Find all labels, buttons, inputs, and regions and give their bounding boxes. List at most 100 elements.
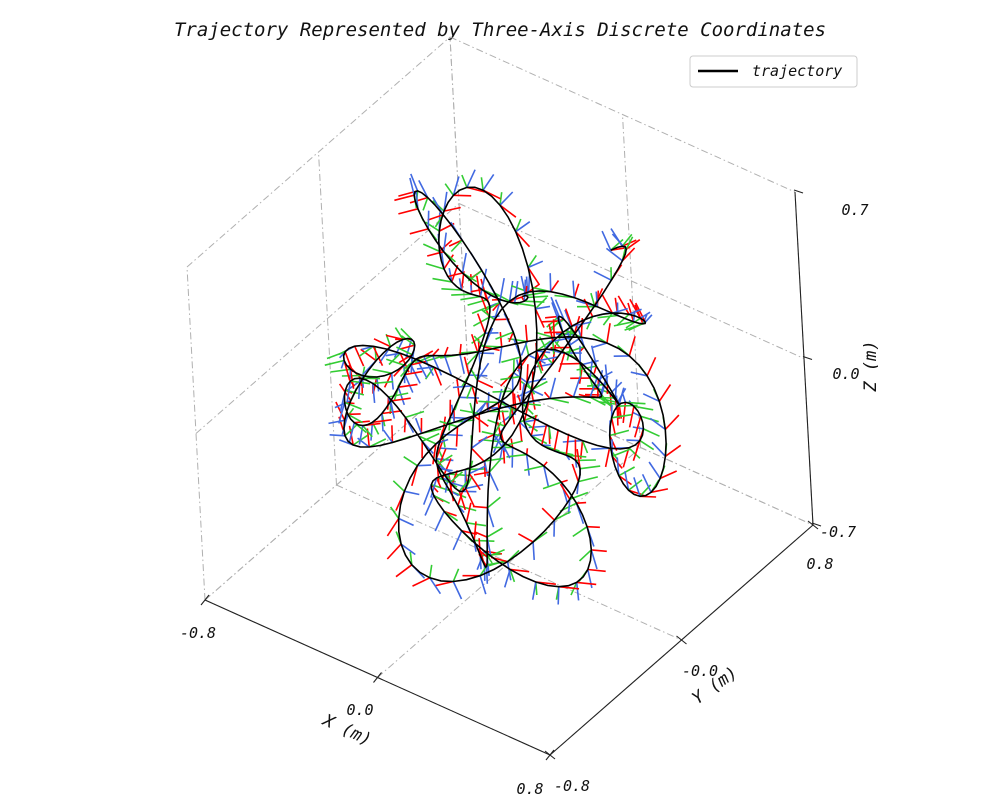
frame-y-axis xyxy=(488,459,501,473)
frame-y-axis xyxy=(589,396,606,406)
frame-z-axis xyxy=(410,173,419,192)
frame-x-axis xyxy=(564,308,573,327)
frame-y-axis xyxy=(422,197,429,211)
frame-z-axis xyxy=(422,484,433,505)
frame-z-axis xyxy=(641,473,652,493)
frame-y-axis xyxy=(459,409,480,415)
z-axis-line xyxy=(794,191,814,526)
trajectory-line xyxy=(342,186,667,588)
z-tick-mark xyxy=(793,189,804,194)
frame-z-axis xyxy=(422,355,435,376)
frame-z-axis xyxy=(468,465,487,475)
frame-y-axis xyxy=(628,479,643,491)
frame-x-axis xyxy=(515,231,531,248)
frame-y-axis xyxy=(527,254,537,268)
z-tick-mark xyxy=(811,522,822,527)
frame-z-axis xyxy=(372,383,376,403)
frame-z-axis xyxy=(349,369,352,380)
frame-x-axis xyxy=(593,365,598,374)
frame-x-axis xyxy=(601,294,614,314)
grid-line xyxy=(195,203,460,434)
frame-z-axis xyxy=(458,278,463,291)
frame-y-axis xyxy=(450,239,463,253)
frame-z-axis xyxy=(616,457,620,476)
frame-z-axis xyxy=(642,393,660,403)
y-tick-mark xyxy=(676,635,687,645)
frame-z-axis xyxy=(434,511,445,532)
frame-x-axis xyxy=(543,391,551,400)
frame-y-axis xyxy=(386,358,405,366)
frame-x-axis xyxy=(552,319,555,338)
frame-x-axis xyxy=(610,417,617,436)
frame-x-axis xyxy=(398,354,413,364)
frame-x-axis xyxy=(664,414,680,430)
frame-z-axis xyxy=(567,499,571,514)
frame-z-axis xyxy=(404,490,420,496)
z-tick-label: 0.0 xyxy=(832,365,859,383)
frame-x-axis xyxy=(604,448,611,468)
frame-y-axis xyxy=(578,549,592,562)
frame-z-axis xyxy=(593,270,612,281)
frame-z-axis xyxy=(418,180,429,198)
frame-y-axis xyxy=(581,440,589,454)
frame-y-axis xyxy=(618,466,635,477)
frame-x-axis xyxy=(646,356,657,377)
frame-x-axis xyxy=(534,308,545,328)
frame-y-axis xyxy=(465,385,473,399)
frame-y-axis xyxy=(358,345,374,357)
frame-y-axis xyxy=(483,301,501,312)
frame-y-axis xyxy=(492,390,513,393)
frame-z-axis xyxy=(525,454,530,476)
frame-y-axis xyxy=(421,432,440,443)
frame-z-axis xyxy=(427,210,430,229)
frame-y-axis xyxy=(486,496,501,509)
frame-z-axis xyxy=(639,311,651,319)
frame-y-axis xyxy=(422,243,440,253)
frame-y-axis xyxy=(519,414,538,423)
frame-x-axis xyxy=(634,302,647,323)
frame-z-axis xyxy=(527,260,544,269)
y-tick-mark xyxy=(807,520,819,530)
frame-y-axis xyxy=(536,340,551,352)
frame-x-axis xyxy=(459,343,462,355)
frame-y-axis xyxy=(467,269,483,282)
frame-y-axis xyxy=(621,233,633,247)
frame-y-axis xyxy=(643,428,660,437)
frame-x-axis xyxy=(573,283,580,298)
frame-x-axis xyxy=(394,194,415,202)
frame-x-axis xyxy=(510,568,530,573)
frame-z-axis xyxy=(520,382,525,404)
frame-x-axis xyxy=(650,488,669,494)
frame-x-axis xyxy=(399,344,415,350)
frame-x-axis xyxy=(576,581,597,586)
frame-y-axis xyxy=(449,471,464,484)
frame-x-axis xyxy=(591,549,607,553)
frame-z-axis xyxy=(535,305,551,310)
grid-line xyxy=(318,151,337,486)
frame-x-axis xyxy=(464,488,475,507)
frame-x-axis xyxy=(470,447,486,463)
frame-x-axis xyxy=(372,418,392,424)
frame-z-axis xyxy=(483,460,489,477)
frame-z-axis xyxy=(630,371,648,377)
frame-y-axis xyxy=(611,448,631,457)
frame-z-axis xyxy=(628,308,642,316)
z-tick-label: -0.7 xyxy=(820,523,856,541)
frame-x-axis xyxy=(412,577,431,587)
frame-y-axis xyxy=(523,421,538,432)
frame-y-axis xyxy=(324,359,345,366)
frame-y-axis xyxy=(481,309,496,321)
frame-z-axis xyxy=(385,352,401,357)
frame-y-axis xyxy=(368,438,387,448)
frame-z-axis xyxy=(381,413,384,432)
frame-x-axis xyxy=(634,416,642,438)
frame-x-axis xyxy=(541,507,555,521)
frame-y-axis xyxy=(590,292,596,307)
frame-y-axis xyxy=(400,328,413,340)
legend: trajectory xyxy=(689,55,858,88)
frame-z-axis xyxy=(572,280,576,298)
frame-x-axis xyxy=(523,401,530,423)
frame-x-axis xyxy=(512,391,515,407)
frame-x-axis xyxy=(432,443,437,465)
frame-x-axis xyxy=(627,302,635,322)
